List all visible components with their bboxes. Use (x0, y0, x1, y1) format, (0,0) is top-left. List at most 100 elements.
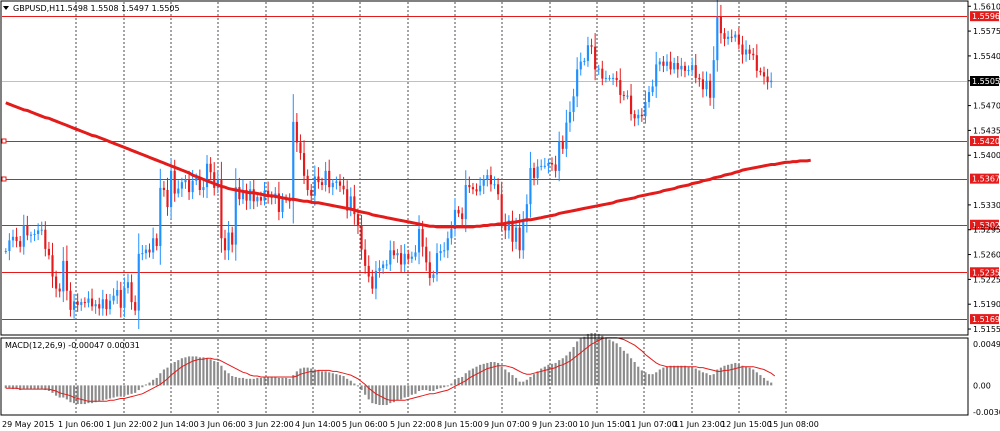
price-tick-label: 1.5330 (973, 201, 1000, 210)
candle-body (227, 232, 230, 251)
candle-body (669, 61, 672, 70)
candle-body (22, 225, 25, 247)
macd-histogram-bar (80, 385, 83, 405)
macd-histogram-bar (187, 356, 191, 386)
candle-body (716, 16, 719, 61)
candle-body (320, 182, 324, 186)
macd-histogram-bar (497, 362, 500, 386)
candle-body (612, 77, 615, 79)
moving-average-line (5, 101, 811, 229)
candle-body (629, 95, 633, 115)
price-tick-label: 1.5190 (973, 300, 1000, 309)
candle-body (547, 163, 550, 166)
time-tick-label: 11 Jun 23:00 (674, 420, 725, 429)
time-tick-label: 10 Jun 15:00 (579, 420, 630, 429)
macd-histogram-bar (676, 365, 679, 386)
macd-histogram-bar (705, 373, 708, 386)
macd-histogram-bar (98, 385, 101, 402)
macd-histogram-bar (223, 370, 227, 386)
macd-histogram-bar (633, 362, 636, 386)
candle-body (572, 96, 575, 112)
macd-histogram-bar (338, 375, 342, 386)
candle-body (583, 60, 586, 62)
macd-histogram-bar (482, 363, 485, 386)
candle-body (112, 295, 115, 301)
macd-histogram-bar (238, 377, 241, 386)
macd-histogram-bar (748, 367, 751, 386)
candle-body (98, 304, 101, 309)
macd-histogram-bar (547, 364, 550, 386)
macd-histogram-bar (417, 385, 421, 391)
level-handle-icon[interactable] (1, 176, 7, 182)
time-tick-label: 2 Jun 14:00 (153, 420, 199, 429)
candle-body (29, 234, 33, 236)
macd-histogram-bar (245, 378, 248, 386)
candle-body (673, 63, 676, 70)
candle-body (374, 270, 378, 289)
macd-histogram-bar (184, 357, 187, 386)
macd-histogram-bar (44, 385, 47, 391)
candle-body (80, 302, 83, 305)
macd-histogram-bar (522, 381, 525, 386)
candle-body (741, 44, 744, 55)
macd-histogram-bar (302, 367, 306, 386)
candle-body (90, 298, 94, 307)
macd-histogram-bar (162, 369, 165, 386)
macd-histogram-bar (590, 333, 593, 386)
macd-histogram-bar (691, 366, 694, 386)
candle-body (651, 86, 654, 93)
price-tick-label: 1.5260 (973, 251, 1000, 260)
candle-body (619, 80, 622, 95)
macd-histogram-bar (191, 356, 194, 386)
macd-histogram-bar (658, 369, 661, 386)
macd-histogram-bar (486, 362, 489, 386)
candle-body (719, 16, 722, 34)
time-tick-label: 5 Jun 06:00 (342, 420, 388, 429)
level-price-text: 1.5596 (972, 12, 1000, 21)
candle-body (105, 299, 108, 310)
macd-histogram-bar (259, 377, 263, 386)
candle-body (234, 187, 237, 245)
level-price-text: 1.5367 (972, 175, 1000, 184)
macd-histogram-bar (525, 379, 528, 386)
level-handle-icon[interactable] (1, 138, 7, 144)
macd-histogram-bar (604, 337, 607, 386)
macd-histogram-bar (626, 353, 629, 386)
collapse-triangle-icon[interactable] (3, 6, 9, 10)
macd-histogram-bar (198, 357, 201, 386)
candle-body (94, 304, 97, 307)
macd-histogram-bar (256, 377, 259, 386)
candle-body (637, 114, 640, 119)
macd-histogram-bar (719, 367, 722, 386)
candle-body (302, 153, 306, 176)
candle-body (87, 298, 90, 303)
time-tick-label: 15 Jun 08:00 (768, 420, 819, 429)
candle-body (698, 77, 701, 80)
macd-histogram-bar (615, 343, 618, 386)
macd-histogram-bar (267, 376, 270, 386)
macd-histogram-bar (450, 383, 453, 386)
candle-body (691, 65, 694, 71)
macd-histogram-bar (389, 385, 392, 404)
candle-body (76, 301, 79, 305)
macd-histogram-bar (651, 374, 654, 386)
macd-histogram-bar (101, 385, 104, 401)
macd-histogram-bar (126, 385, 130, 395)
macd-histogram-bar (320, 371, 324, 386)
macd-histogram-bar (317, 370, 320, 386)
candle-body (403, 253, 406, 265)
candle-body (766, 76, 769, 83)
macd-histogram-bar (640, 370, 643, 386)
macd-histogram-bar (40, 385, 43, 390)
macd-label: MACD(12,26,9) -0.00047 0.00031 (5, 341, 140, 350)
candle-body (428, 262, 431, 278)
candle-body (540, 165, 543, 167)
macd-histogram-bar (507, 372, 510, 386)
macd-histogram-bar (619, 347, 622, 386)
candle-body (306, 175, 309, 190)
candle-body (486, 175, 489, 180)
macd-histogram-bar (673, 365, 676, 386)
macd-histogram-bar (220, 365, 223, 386)
